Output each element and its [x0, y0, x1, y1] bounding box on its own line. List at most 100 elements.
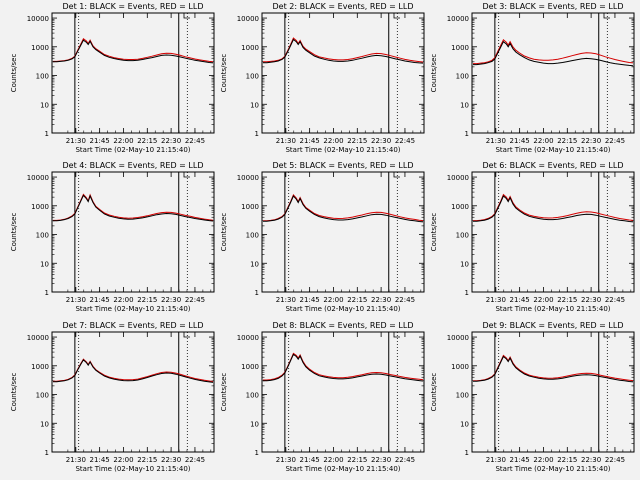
y-tick-label: 10: [40, 420, 49, 428]
y-tick-label: 10000: [27, 15, 49, 23]
x-tick-label: 21:45: [90, 456, 110, 464]
y-tick-label: 100: [246, 73, 259, 81]
x-tick-label: 22:00: [113, 296, 133, 304]
detector-panel: Det 2: BLACK = Events, RED = LLD 1 10 100 10…: [220, 2, 425, 154]
x-tick-label: 22:45: [185, 296, 205, 304]
x-tick-label: 22:30: [581, 296, 601, 304]
y-tick-label: 100: [456, 73, 469, 81]
y-tick-label: 1: [255, 289, 259, 297]
panel-title: Det 6: BLACK = Events, RED = LLD: [483, 161, 624, 170]
lld-series-line: [53, 193, 214, 221]
plot-frame: [261, 12, 425, 134]
y-tick-label: 1000: [241, 203, 259, 211]
x-tick-label: 22:00: [113, 456, 133, 464]
lld-series-line: [53, 38, 214, 63]
plot-frame: [51, 171, 215, 293]
detector-panel: Det 3: BLACK = Events, RED = LLD 1 10 100 10…: [430, 2, 635, 154]
y-tick-label: 10000: [447, 174, 469, 182]
y-tick-label: 10000: [27, 334, 49, 342]
x-tick-label: 22:00: [323, 296, 343, 304]
y-tick-label: 10: [250, 260, 259, 268]
y-tick-label: 100: [456, 232, 469, 240]
detector-panel: Det 1: BLACK = Events, RED = LLD 1 10 100 10…: [10, 2, 215, 154]
x-tick-label: 22:30: [371, 137, 391, 145]
y-tick-label: 10000: [237, 15, 259, 23]
x-tick-label: 22:15: [557, 456, 577, 464]
plot-frame: [471, 171, 635, 293]
x-tick-label: 22:00: [533, 456, 553, 464]
x-tick-label: 22:45: [395, 456, 415, 464]
x-tick-label: 22:00: [323, 137, 343, 145]
x-tick-label: 22:45: [185, 456, 205, 464]
y-tick-label: 1000: [451, 363, 469, 371]
x-tick-label: 22:00: [113, 137, 133, 145]
x-tick-label: 22:15: [347, 456, 367, 464]
y-tick-label: 10000: [237, 334, 259, 342]
events-series-line: [263, 195, 424, 223]
x-tick-label: 21:30: [486, 137, 506, 145]
legend-marker: [183, 332, 190, 338]
x-tick-label: 21:30: [66, 137, 86, 145]
y-tick-label: 10: [250, 101, 259, 109]
y-tick-label: 10: [460, 101, 469, 109]
detector-panel: Det 8: BLACK = Events, RED = LLD 1 10 100 10…: [220, 321, 425, 473]
x-tick-label: 21:45: [510, 456, 530, 464]
x-tick-label: 22:45: [395, 296, 415, 304]
x-tick-label: 21:45: [300, 296, 320, 304]
y-tick-label: 1: [45, 130, 49, 138]
x-tick-label: 21:45: [300, 456, 320, 464]
panel-title: Det 2: BLACK = Events, RED = LLD: [273, 2, 414, 11]
y-tick-label: 10: [40, 260, 49, 268]
lld-series-line: [473, 354, 634, 382]
legend-marker: [393, 172, 400, 178]
y-tick-label: 10000: [447, 15, 469, 23]
panel-title: Det 8: BLACK = Events, RED = LLD: [273, 321, 414, 330]
x-tick-label: 22:00: [533, 296, 553, 304]
x-tick-label: 21:30: [486, 456, 506, 464]
y-tick-label: 1000: [451, 203, 469, 211]
x-tick-label: 21:30: [276, 296, 296, 304]
lld-series-line: [473, 193, 634, 222]
x-axis-label: Start Time (02-May-10 21:15:40): [495, 146, 610, 154]
y-tick-label: 100: [246, 232, 259, 240]
x-tick-label: 22:30: [581, 137, 601, 145]
x-axis-label: Start Time (02-May-10 21:15:40): [495, 465, 610, 473]
y-tick-label: 1000: [241, 363, 259, 371]
x-tick-label: 22:00: [323, 456, 343, 464]
x-tick-label: 22:15: [347, 296, 367, 304]
y-tick-label: 1000: [31, 363, 49, 371]
plot-frame: [51, 331, 215, 453]
y-tick-label: 10: [460, 260, 469, 268]
x-axis-label: Start Time (02-May-10 21:15:40): [75, 146, 190, 154]
x-tick-label: 21:30: [276, 456, 296, 464]
detector-panel: Det 6: BLACK = Events, RED = LLD 1 10 100 10…: [430, 161, 635, 313]
events-series-line: [263, 38, 424, 64]
y-tick-label: 100: [456, 392, 469, 400]
y-axis-label: Counts/sec: [220, 373, 228, 412]
x-tick-label: 22:00: [533, 137, 553, 145]
panel-title: Det 5: BLACK = Events, RED = LLD: [273, 161, 414, 170]
x-tick-label: 22:15: [557, 137, 577, 145]
y-axis-label: Counts/sec: [10, 54, 18, 93]
y-tick-label: 100: [36, 232, 49, 240]
x-axis-label: Start Time (02-May-10 21:15:40): [285, 305, 400, 313]
x-tick-label: 21:30: [486, 296, 506, 304]
x-tick-label: 22:15: [557, 296, 577, 304]
detector-panel: Det 7: BLACK = Events, RED = LLD 1 10 100 10…: [10, 321, 215, 473]
x-tick-label: 21:45: [510, 296, 530, 304]
y-tick-label: 10: [40, 101, 49, 109]
x-tick-label: 22:45: [605, 296, 625, 304]
lld-series-line: [473, 39, 634, 65]
events-series-line: [473, 355, 634, 383]
legend-marker: [393, 332, 400, 338]
x-tick-label: 22:30: [161, 137, 181, 145]
y-tick-label: 1: [45, 449, 49, 457]
lld-series-line: [263, 37, 424, 63]
x-tick-label: 21:45: [90, 137, 110, 145]
detector-panel: Det 5: BLACK = Events, RED = LLD 1 10 100 10…: [220, 161, 425, 313]
x-tick-label: 21:30: [66, 456, 86, 464]
x-axis-label: Start Time (02-May-10 21:15:40): [285, 465, 400, 473]
x-tick-label: 22:30: [371, 296, 391, 304]
x-tick-label: 22:30: [161, 296, 181, 304]
